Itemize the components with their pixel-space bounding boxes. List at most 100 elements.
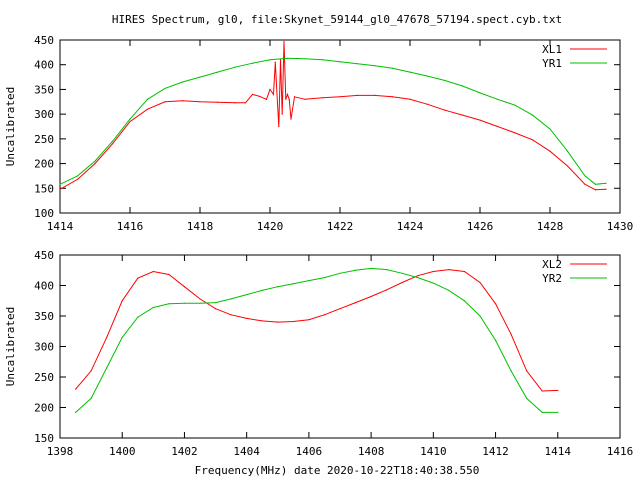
data-point-yr2: [137, 316, 139, 318]
data-point-xl2: [152, 270, 154, 273]
data-point-xl1: [59, 188, 61, 190]
data-point-yr1: [216, 71, 219, 73]
data-point-yr2: [494, 339, 497, 341]
data-point-xl1: [216, 101, 219, 103]
data-point-xl1: [374, 94, 376, 96]
data-point-xl1: [531, 139, 534, 141]
data-point-yr2: [354, 269, 357, 271]
y-tick-label: 200: [34, 158, 54, 171]
data-point-yr2: [448, 289, 450, 291]
figure-title: HIRES Spectrum, gl0, file:Skynet_59144_g…: [112, 13, 562, 26]
data-point-xl2: [230, 314, 232, 316]
data-point-xl2: [401, 281, 403, 284]
data-point-yr2: [386, 269, 388, 271]
data-point-xl2: [354, 301, 357, 304]
y-tick-label: 250: [34, 133, 54, 146]
data-point-yr2: [214, 301, 217, 304]
series-line-yr2: [75, 267, 558, 413]
data-point-yr1: [94, 160, 96, 162]
x-tick-label: 1402: [171, 445, 198, 458]
data-point-yr2: [261, 289, 263, 291]
data-point-xl2: [386, 289, 388, 291]
data-point-xl1: [181, 100, 184, 102]
data-point-yr2: [479, 315, 481, 317]
x-tick-label: 1412: [482, 445, 509, 458]
data-point-yr1: [321, 59, 324, 61]
data-point-xl2: [137, 277, 139, 279]
data-point-yr1: [269, 59, 271, 61]
data-point-yr2: [106, 367, 108, 369]
data-point-xl2: [448, 269, 450, 271]
y-tick-label: 350: [34, 310, 54, 323]
legend-label: XL1: [542, 43, 562, 56]
x-tick-label: 1400: [109, 445, 136, 458]
x-tick-label: 1404: [233, 445, 260, 458]
data-point-xl1: [164, 101, 166, 103]
data-point-yr1: [199, 76, 201, 78]
data-point-yr2: [230, 298, 232, 300]
y-tick-label: 400: [34, 59, 54, 72]
data-point-xl1: [584, 183, 586, 185]
data-point-xl2: [183, 286, 186, 288]
data-point-xl1: [304, 98, 306, 100]
data-point-xl2: [432, 270, 434, 273]
data-point-xl2: [168, 273, 170, 276]
legend-label: YR1: [542, 57, 562, 70]
data-point-yr2: [463, 300, 466, 302]
data-point-xl2: [292, 320, 294, 323]
x-tick-label: 1426: [467, 220, 494, 233]
data-point-yr1: [181, 81, 184, 83]
data-point-yr1: [304, 58, 306, 60]
data-point-yr1: [374, 65, 376, 67]
data-point-xl1: [146, 108, 149, 110]
data-point-yr1: [339, 61, 341, 63]
y-tick-label: 250: [34, 371, 54, 384]
data-point-yr2: [339, 272, 341, 274]
data-point-xl2: [74, 388, 77, 390]
data-point-xl2: [494, 303, 497, 305]
x-tick-label: 1420: [257, 220, 284, 233]
data-point-xl2: [557, 389, 559, 392]
data-point-xl1: [272, 93, 275, 95]
data-point-xl2: [106, 336, 108, 338]
series-line-yr1: [59, 57, 607, 185]
data-point-yr1: [286, 57, 289, 59]
data-point-xl1: [276, 93, 278, 95]
data-point-xl1: [129, 120, 131, 123]
data-point-xl1: [278, 125, 280, 128]
x-tick-label: 1418: [187, 220, 214, 233]
data-point-xl2: [277, 321, 279, 323]
series-line-xl2: [75, 269, 558, 392]
data-point-yr2: [246, 294, 248, 296]
x-tick-label: 1416: [117, 220, 144, 233]
data-point-yr1: [496, 98, 499, 100]
data-point-xl1: [409, 98, 411, 100]
data-point-yr1: [531, 114, 534, 116]
x-tick-label: 1408: [358, 445, 385, 458]
data-point-xl1: [111, 143, 114, 145]
x-tick-label: 1410: [420, 445, 447, 458]
x-tick-label: 1414: [545, 445, 572, 458]
data-point-xl2: [308, 319, 310, 321]
data-point-yr2: [292, 283, 294, 285]
data-point-xl2: [121, 300, 123, 302]
data-point-yr1: [566, 150, 569, 152]
data-point-xl2: [261, 320, 263, 322]
data-point-xl1: [391, 96, 394, 98]
x-tick-label: 1424: [397, 220, 424, 233]
data-point-xl1: [514, 132, 516, 134]
data-point-xl1: [234, 102, 236, 104]
data-point-yr2: [152, 306, 154, 309]
data-point-yr2: [121, 336, 123, 338]
y-tick-label: 350: [34, 83, 54, 96]
data-point-xl1: [290, 118, 292, 120]
data-point-yr1: [391, 67, 394, 69]
data-point-xl1: [283, 40, 285, 43]
x-tick-label: 1416: [607, 445, 634, 458]
data-point-xl1: [605, 188, 607, 190]
data-point-xl1: [269, 88, 271, 91]
data-point-yr2: [183, 302, 186, 304]
data-point-yr2: [432, 282, 434, 284]
data-point-xl1: [594, 189, 597, 191]
x-axis-label: Frequency(MHz) date 2020-10-22T18:40:38.…: [195, 464, 480, 477]
